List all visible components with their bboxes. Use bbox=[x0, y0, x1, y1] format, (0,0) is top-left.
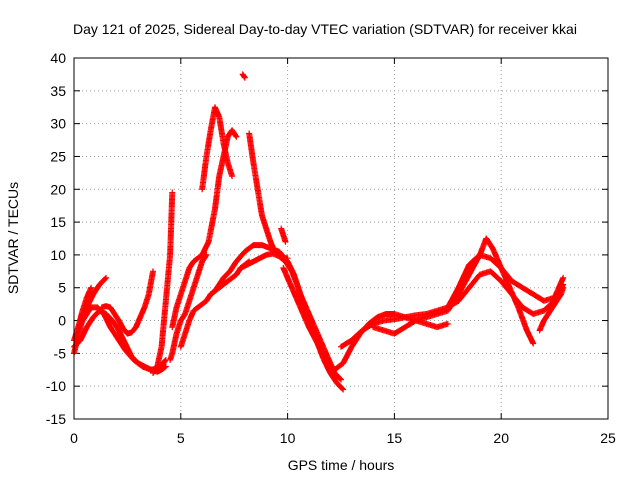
marker-path bbox=[239, 71, 248, 81]
series-arc-6 bbox=[150, 189, 176, 377]
y-axis-label: SDTVAR / TECUs bbox=[5, 182, 21, 294]
marker-path bbox=[278, 225, 289, 245]
x-tick-label: 10 bbox=[280, 430, 296, 446]
series-arc-13 bbox=[237, 250, 347, 393]
marker-path bbox=[98, 268, 157, 337]
series-arc-5 bbox=[98, 268, 157, 337]
x-axis-label: GPS time / hours bbox=[288, 457, 395, 473]
axis-ticks: 0 5 10 15 20 25 -15 -10 -5 0 5 10 15 20 25 30 35 40 bbox=[46, 50, 616, 446]
y-tick-label: -15 bbox=[46, 411, 66, 427]
series-arc-19 bbox=[536, 284, 567, 334]
series-arc-20 bbox=[239, 71, 248, 81]
marker-path bbox=[246, 130, 291, 262]
x-tick-label: 20 bbox=[493, 430, 509, 446]
y-tick-label: 40 bbox=[50, 50, 66, 66]
x-tick-label: 0 bbox=[70, 430, 78, 446]
x-tick-label: 5 bbox=[177, 430, 185, 446]
plot-frame bbox=[73, 57, 609, 420]
marker-path bbox=[167, 251, 210, 363]
series-arc-12 bbox=[246, 130, 291, 262]
chart-title: Day 121 of 2025, Sidereal Day-to-day VTE… bbox=[73, 21, 577, 37]
y-tick-label: 20 bbox=[50, 181, 66, 197]
y-tick-label: -10 bbox=[46, 378, 66, 394]
y-tick-label: 5 bbox=[58, 280, 66, 296]
series-arc-10 bbox=[199, 104, 236, 193]
marker-path bbox=[536, 284, 567, 334]
y-tick-label: -5 bbox=[54, 345, 67, 361]
series-arc-21 bbox=[278, 225, 289, 245]
x-tick-label: 15 bbox=[387, 430, 403, 446]
y-tick-label: 10 bbox=[50, 247, 66, 263]
y-tick-label: 30 bbox=[50, 116, 66, 132]
series-arc-7 bbox=[167, 251, 210, 363]
marker-path bbox=[199, 104, 236, 193]
y-tick-label: 0 bbox=[58, 313, 66, 329]
y-tick-label: 15 bbox=[50, 214, 66, 230]
y-tick-label: 35 bbox=[50, 83, 66, 99]
marker-path bbox=[150, 189, 176, 377]
marker-path bbox=[237, 250, 347, 393]
data-points bbox=[71, 71, 567, 393]
y-tick-label: 25 bbox=[50, 148, 66, 164]
x-tick-label: 25 bbox=[600, 430, 616, 446]
